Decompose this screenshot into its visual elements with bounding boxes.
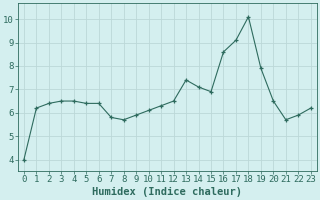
X-axis label: Humidex (Indice chaleur): Humidex (Indice chaleur) [92,187,242,197]
